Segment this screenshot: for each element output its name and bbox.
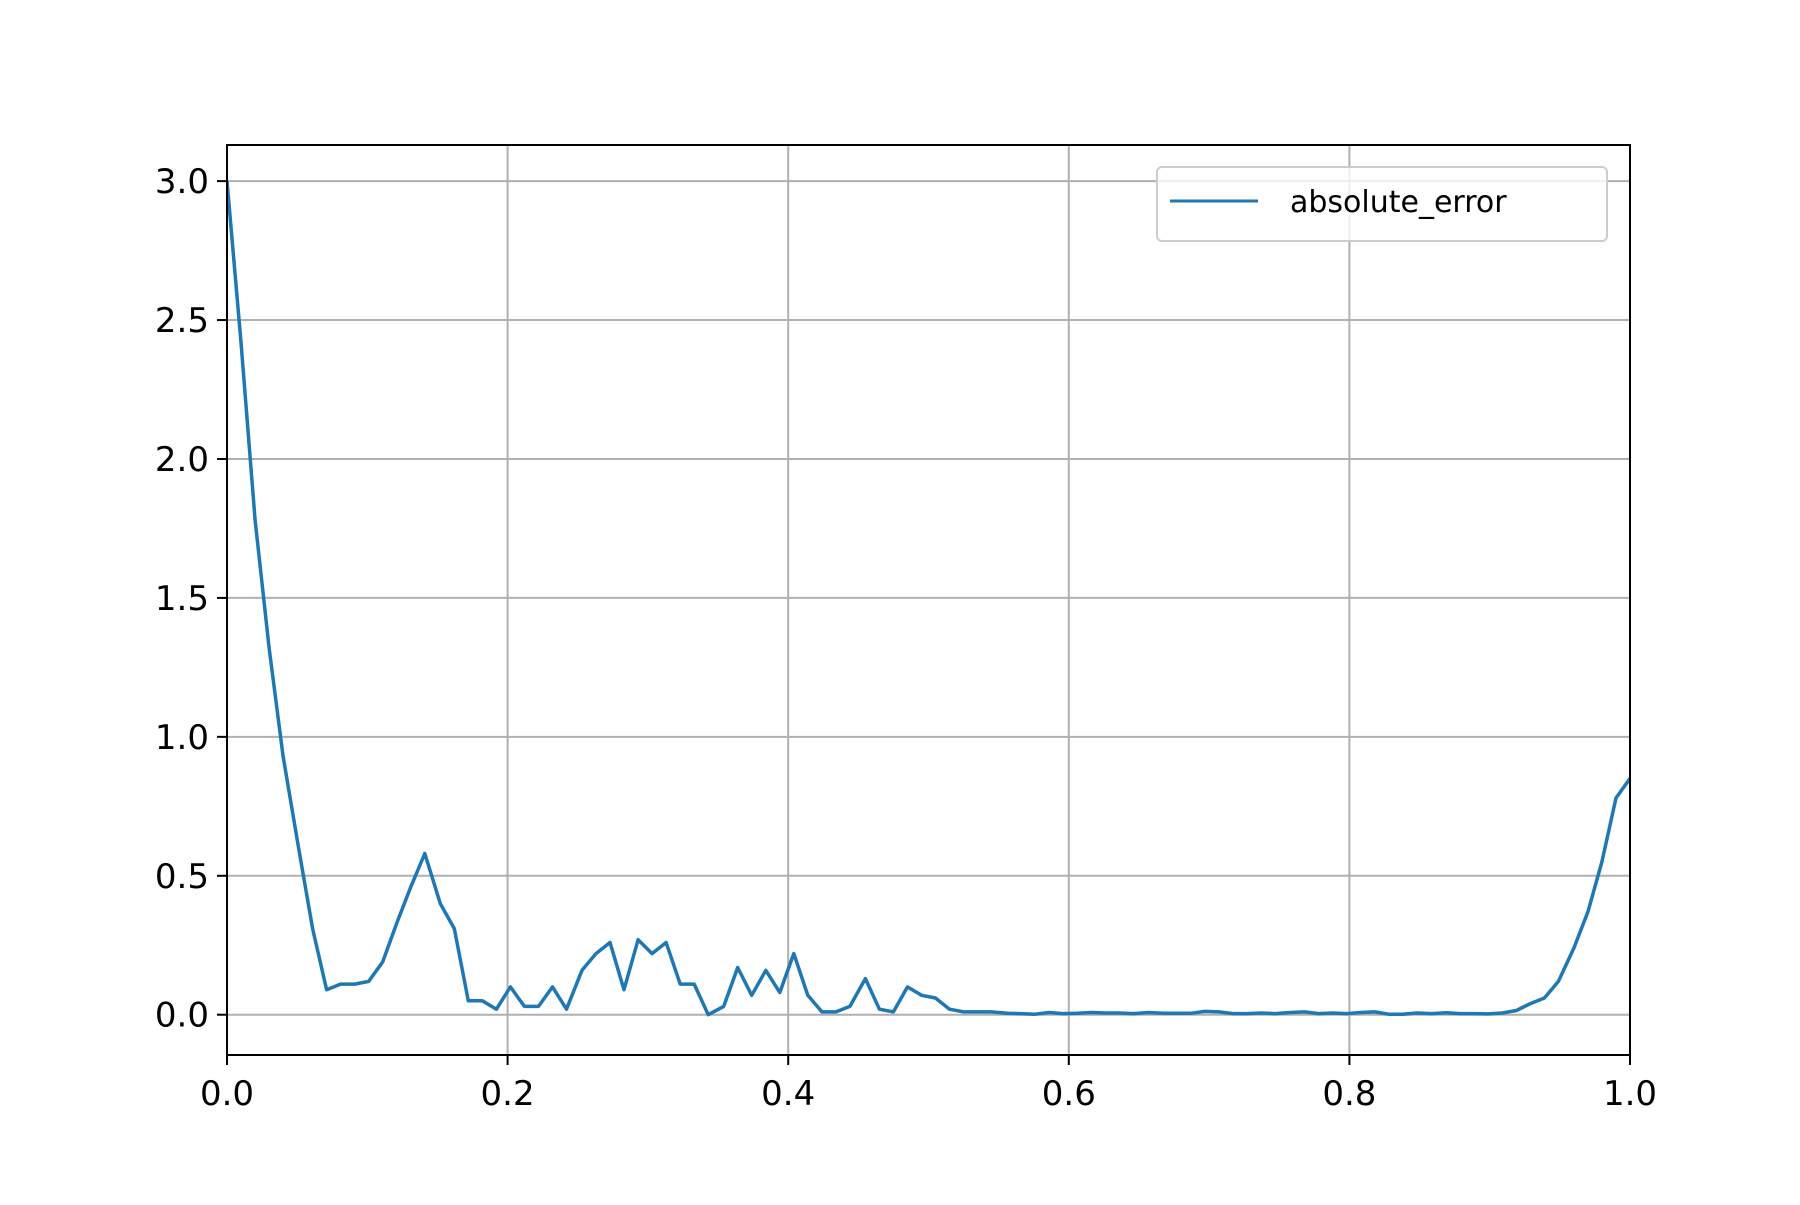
series-layer — [227, 180, 1630, 1017]
y-tick-label: 3.0 — [155, 162, 209, 202]
x-tick-label: 0.8 — [1322, 1074, 1376, 1114]
y-tick-label: 1.5 — [155, 579, 209, 619]
series-line-absolute_error — [227, 180, 1630, 1017]
x-tick-label: 1.0 — [1603, 1074, 1657, 1114]
x-tick-label: 0.2 — [481, 1074, 535, 1114]
y-tick-label: 2.0 — [155, 440, 209, 480]
legend-label: absolute_error — [1290, 185, 1507, 220]
x-tick-label: 0.4 — [761, 1074, 815, 1114]
y-tick-label: 1.0 — [155, 718, 209, 758]
legend-box — [1156, 166, 1608, 242]
axes-ticks: 0.0 0.2 0.4 0.6 0.8 1.0 0.0 0.5 1.0 1.5 2.0 2.5 3.0 — [155, 162, 1657, 1114]
grid — [226, 145, 1631, 1055]
y-tick-label: 0.0 — [155, 996, 209, 1036]
x-tick-label: 0.6 — [1042, 1074, 1096, 1114]
legend: absolute_error — [1156, 166, 1608, 242]
x-tick-label: 0.0 — [200, 1074, 254, 1114]
y-tick-label: 0.5 — [155, 857, 209, 897]
plot-frame — [226, 144, 1631, 1056]
y-tick-label: 2.5 — [155, 301, 209, 341]
